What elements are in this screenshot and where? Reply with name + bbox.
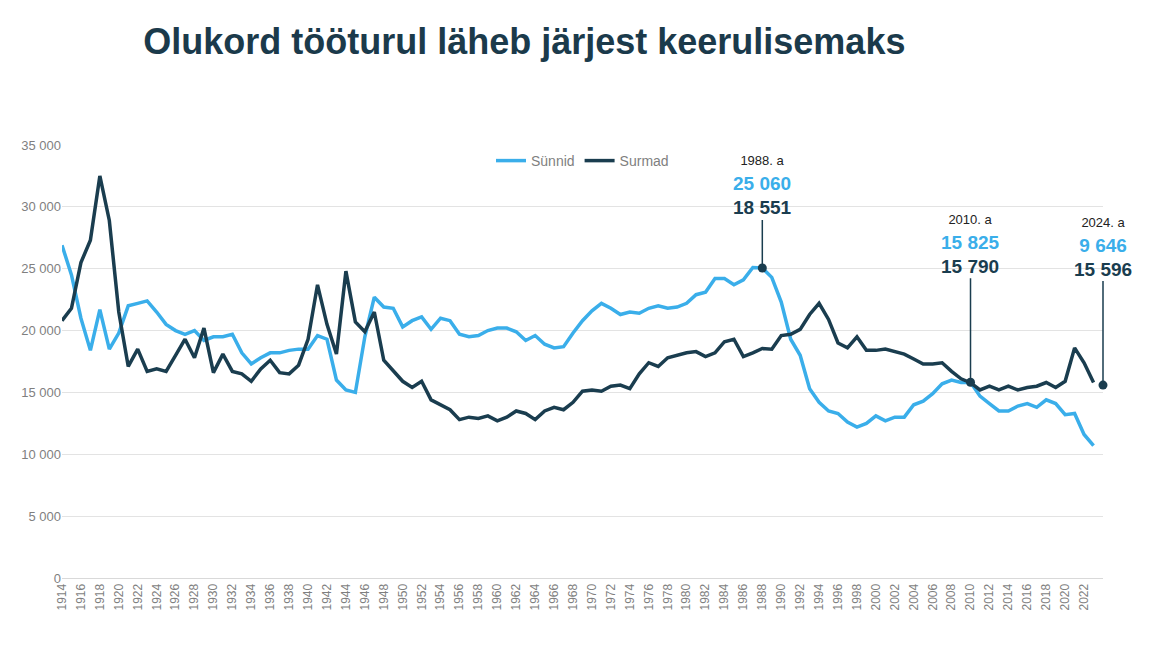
- svg-text:Olukord tööturul läheb järjest: Olukord tööturul läheb järjest keerulise…: [143, 21, 905, 62]
- svg-text:1934: 1934: [244, 583, 258, 610]
- svg-text:1982: 1982: [698, 583, 712, 610]
- svg-text:1970: 1970: [585, 583, 599, 610]
- svg-text:30 000: 30 000: [21, 199, 61, 214]
- svg-text:1986: 1986: [736, 583, 750, 610]
- svg-text:1968: 1968: [566, 583, 580, 610]
- svg-text:1992: 1992: [793, 583, 807, 610]
- svg-text:1940: 1940: [301, 583, 315, 610]
- svg-text:1942: 1942: [320, 583, 334, 610]
- svg-text:25 000: 25 000: [21, 261, 61, 276]
- svg-text:2010. a15 82515 790: 2010. a15 82515 790: [941, 212, 1000, 277]
- svg-text:0: 0: [54, 571, 61, 586]
- svg-text:1946: 1946: [358, 583, 372, 610]
- svg-text:2024. a9 64615 596: 2024. a9 64615 596: [1074, 215, 1132, 280]
- svg-text:15 000: 15 000: [21, 385, 61, 400]
- svg-text:35 000: 35 000: [21, 138, 61, 153]
- svg-text:1924: 1924: [150, 583, 164, 610]
- svg-text:1996: 1996: [831, 583, 845, 610]
- svg-text:2016: 2016: [1020, 583, 1034, 610]
- svg-text:1966: 1966: [547, 583, 561, 610]
- svg-text:1944: 1944: [339, 583, 353, 610]
- svg-text:1998: 1998: [850, 583, 864, 610]
- svg-text:1978: 1978: [661, 583, 675, 610]
- svg-text:1932: 1932: [225, 583, 239, 610]
- svg-text:1962: 1962: [509, 583, 523, 610]
- svg-text:10 000: 10 000: [21, 447, 61, 462]
- svg-text:1994: 1994: [812, 583, 826, 610]
- svg-text:5 000: 5 000: [28, 509, 61, 524]
- svg-text:1948: 1948: [377, 583, 391, 610]
- svg-text:1920: 1920: [112, 583, 126, 610]
- svg-text:1916: 1916: [74, 583, 88, 610]
- svg-text:1928: 1928: [187, 583, 201, 610]
- svg-text:2022: 2022: [1077, 583, 1091, 610]
- svg-text:2018: 2018: [1039, 583, 1053, 610]
- svg-text:2002: 2002: [888, 583, 902, 610]
- svg-text:2006: 2006: [926, 583, 940, 610]
- svg-text:2012: 2012: [982, 583, 996, 610]
- svg-text:Sünnid: Sünnid: [531, 153, 575, 169]
- svg-text:1990: 1990: [774, 583, 788, 610]
- svg-text:1974: 1974: [623, 583, 637, 610]
- svg-text:1976: 1976: [642, 583, 656, 610]
- svg-text:1960: 1960: [490, 583, 504, 610]
- svg-text:2020: 2020: [1058, 583, 1072, 610]
- svg-text:1914: 1914: [55, 583, 69, 610]
- svg-text:1984: 1984: [717, 583, 731, 610]
- svg-text:2014: 2014: [1001, 583, 1015, 610]
- svg-text:1988: 1988: [755, 583, 769, 610]
- svg-text:1952: 1952: [415, 583, 429, 610]
- svg-text:1972: 1972: [604, 583, 618, 610]
- svg-text:1930: 1930: [206, 583, 220, 610]
- svg-text:2010: 2010: [963, 583, 977, 610]
- svg-text:1980: 1980: [680, 583, 694, 610]
- svg-text:1938: 1938: [282, 583, 296, 610]
- svg-text:1950: 1950: [396, 583, 410, 610]
- svg-text:1936: 1936: [263, 583, 277, 610]
- svg-text:1954: 1954: [433, 583, 447, 610]
- svg-text:1918: 1918: [93, 583, 107, 610]
- svg-text:20 000: 20 000: [21, 323, 61, 338]
- svg-text:1988. a25 06018 551: 1988. a25 06018 551: [733, 153, 792, 218]
- svg-text:2000: 2000: [869, 583, 883, 610]
- svg-text:1964: 1964: [528, 583, 542, 610]
- svg-text:1958: 1958: [471, 583, 485, 610]
- svg-text:Surmad: Surmad: [620, 153, 669, 169]
- svg-text:1926: 1926: [168, 583, 182, 610]
- svg-text:2008: 2008: [944, 583, 958, 610]
- svg-text:2004: 2004: [907, 583, 921, 610]
- svg-text:1922: 1922: [131, 583, 145, 610]
- svg-text:1956: 1956: [452, 583, 466, 610]
